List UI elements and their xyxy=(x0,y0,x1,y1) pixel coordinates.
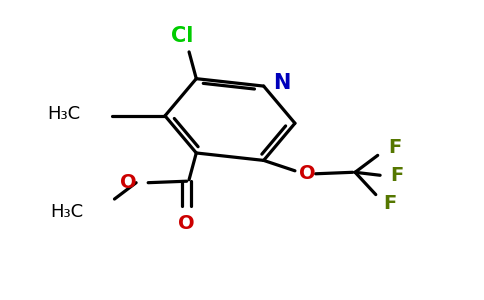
Text: N: N xyxy=(273,73,291,93)
Text: O: O xyxy=(120,173,136,192)
Text: Cl: Cl xyxy=(171,26,193,46)
Text: H₃C: H₃C xyxy=(50,203,83,221)
Text: O: O xyxy=(299,164,315,183)
Text: F: F xyxy=(383,194,396,213)
Text: F: F xyxy=(390,166,404,185)
Text: F: F xyxy=(388,137,401,157)
Text: O: O xyxy=(178,214,195,233)
Text: H₃C: H₃C xyxy=(47,105,81,123)
